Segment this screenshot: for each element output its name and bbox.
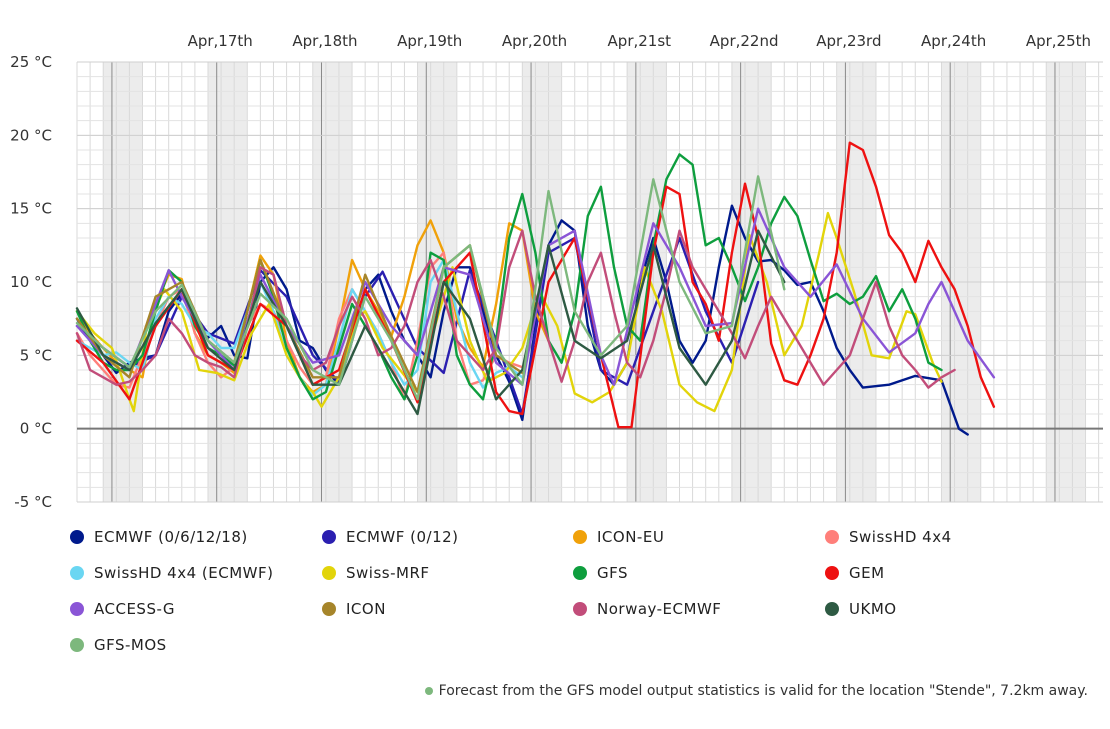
note-dot-icon [424,687,433,695]
legend-swatch-icon [825,566,839,580]
legend-item[interactable]: ACCESS-G [70,600,175,618]
legend-label: SwissHD 4x4 (ECMWF) [94,564,274,582]
legend-label: GFS-MOS [94,636,167,654]
series-line [75,175,786,401]
legend-label: GEM [849,564,885,582]
legend-item[interactable]: SwissHD 4x4 (ECMWF) [70,564,273,582]
temperature-chart: 25 °C 20 °C 15 °C 10 °C 5 °C 0 °C -5 °C Apr,17t… [10,32,1103,511]
legend-item[interactable]: Norway-ECMWF [573,600,721,618]
y-tick-label: 10 °C [10,273,52,291]
y-tick-label: 0 °C [20,420,52,438]
legend-item[interactable]: ICON [322,600,386,618]
legend-swatch-icon [825,602,839,616]
legend-item[interactable]: ECMWF (0/6/12/18) [70,528,248,546]
legend-label: ICON [346,600,386,618]
legend-item[interactable]: UKMO [825,600,897,618]
legend-item[interactable]: GFS-MOS [70,636,167,654]
legend-label: Swiss-MRF [346,564,430,582]
legend-label: ACCESS-G [94,600,176,618]
y-tick-label: 5 °C [20,346,52,364]
legend-swatch-icon [573,530,587,544]
note-text: Forecast from the GFS model output stati… [438,683,1088,699]
legend-label: SwissHD 4x4 [849,528,952,546]
legend-swatch-icon [322,602,336,616]
day-label: Apr,21st [608,32,672,50]
y-tick-label: 15 °C [10,200,52,218]
y-tick-label: -5 °C [14,493,52,511]
legend-swatch-icon [825,530,839,544]
legend-item[interactable]: Swiss-MRF [322,564,430,582]
legend-swatch-icon [70,602,84,616]
legend-item[interactable]: GEM [825,564,885,582]
legend-swatch-icon [70,638,84,652]
legend-label: UKMO [849,600,897,618]
day-label: Apr,18th [292,32,357,50]
legend-swatch-icon [322,530,336,544]
legend-label: ECMWF (0/12) [346,528,459,546]
legend-swatch-icon [70,566,84,580]
legend-label: GFS [597,564,629,582]
legend-item[interactable]: ECMWF (0/12) [322,528,459,546]
day-label: Apr,23rd [816,32,881,50]
legend-label: ICON-EU [597,528,665,546]
series-line [75,229,956,389]
legend-swatch-icon [70,530,84,544]
legend-item[interactable]: GFS [573,564,628,582]
legend-item[interactable]: SwissHD 4x4 [825,528,952,546]
legend-label: Norway-ECMWF [597,600,722,618]
legend-swatch-icon [573,566,587,580]
y-tick-label: 20 °C [10,126,52,144]
day-label: Apr,24th [921,32,986,50]
legend-label: ECMWF (0/6/12/18) [94,528,248,546]
gfs-mos-note: Forecast from the GFS model output stati… [424,683,1088,699]
day-label: Apr,22nd [710,32,779,50]
legend-swatch-icon [573,602,587,616]
day-label: Apr,19th [397,32,462,50]
y-tick-label: 25 °C [10,53,52,71]
day-label: Apr,25th [1026,32,1091,50]
day-label: Apr,17th [188,32,253,50]
legend-swatch-icon [322,566,336,580]
series-line [75,211,943,413]
day-label: Apr,20th [502,32,567,50]
series-line [75,229,786,416]
legend-item[interactable]: ICON-EU [573,528,664,546]
